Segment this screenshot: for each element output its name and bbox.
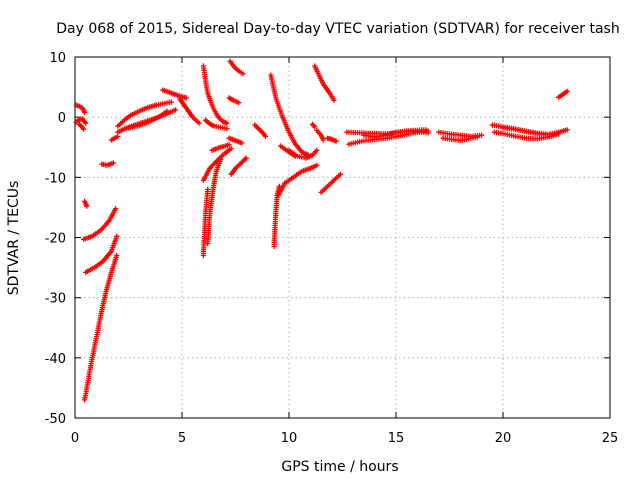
chart-title: Day 068 of 2015, Sidereal Day-to-day VTE… [56,21,619,37]
series-segment [268,72,311,158]
series-segment [177,96,202,126]
series-segment [275,162,320,198]
data-point [224,120,230,126]
series-segment [125,108,170,131]
y-axis-label: SDTVAR / TECUs [6,181,22,296]
data-point [183,95,189,101]
data-point [425,130,431,136]
x-tick-label: 0 [71,431,79,446]
data-point [205,186,211,192]
y-tick-label: 10 [49,51,66,66]
series-segment [82,252,120,403]
data-point [564,88,570,94]
data-point [564,127,570,133]
data-point [243,155,249,161]
data-point [114,233,120,239]
data-point [164,108,170,114]
x-tick-label: 25 [602,431,619,446]
series-segment [228,155,249,177]
data-point [84,203,90,209]
series-segment [202,117,230,132]
data-point [226,142,232,148]
data-point [333,138,339,144]
series-segment [491,129,562,142]
y-axis: -50 -40 -30 -20 -10 0 10 [45,51,610,427]
series-segment [227,58,246,77]
data-point [239,140,245,146]
series-segment [83,233,120,275]
series-segment [200,145,234,183]
series-segment [76,121,87,132]
data-point [479,132,485,138]
data-point [240,71,246,77]
series-segment [99,160,117,168]
x-tick-label: 5 [178,431,186,446]
data-point [168,99,174,105]
data-point [110,160,117,166]
data-point [228,145,234,152]
data-point [83,120,89,126]
series-segment [73,116,89,126]
series-segment [286,147,320,161]
data-point [337,171,343,177]
data-point [312,124,318,130]
series-segment [108,133,121,143]
series-segment [81,206,119,242]
grid [75,57,610,418]
data-point [81,126,87,132]
series-segment [226,135,245,146]
series-segment [205,156,224,247]
series-segment [82,198,90,209]
series-segment [252,122,269,139]
series-segment [73,102,88,115]
data-point [314,162,320,168]
data-point [474,134,480,140]
series-segment [226,95,242,106]
series-segment [500,125,549,137]
series-segment [556,88,570,100]
y-tick-label: -30 [45,292,66,307]
series-segment [115,99,174,129]
y-tick-label: -20 [45,232,66,247]
series-segment [209,142,232,153]
series-segment [318,171,343,195]
x-tick-label: 20 [495,431,512,446]
data-point [113,206,119,212]
y-tick-label: -40 [45,352,66,367]
data-points [73,58,570,403]
x-axis-label: GPS time / hours [281,459,398,475]
x-tick-label: 15 [388,431,405,446]
x-tick-label: 10 [281,431,298,446]
data-point [556,131,562,137]
series-segment [324,135,339,144]
x-axis: 0 5 10 15 20 25 [71,57,618,446]
data-point [314,147,320,153]
data-point [196,120,202,126]
series-segment [440,134,480,144]
data-point [224,126,230,132]
data-point [82,109,88,115]
y-tick-label: -50 [45,412,66,427]
series-segment [160,87,189,101]
series-segment [361,128,431,140]
data-point [320,137,326,143]
data-point [331,97,337,103]
y-tick-label: -10 [45,171,66,186]
data-point [236,100,242,106]
series-segment [314,127,326,143]
y-tick-label: 0 [58,111,66,126]
data-point [543,131,549,137]
series-segment [309,121,318,130]
series-segment [200,63,230,126]
data-point [262,133,269,139]
series-segment [312,63,337,103]
data-point [173,107,179,113]
data-point [114,252,120,259]
